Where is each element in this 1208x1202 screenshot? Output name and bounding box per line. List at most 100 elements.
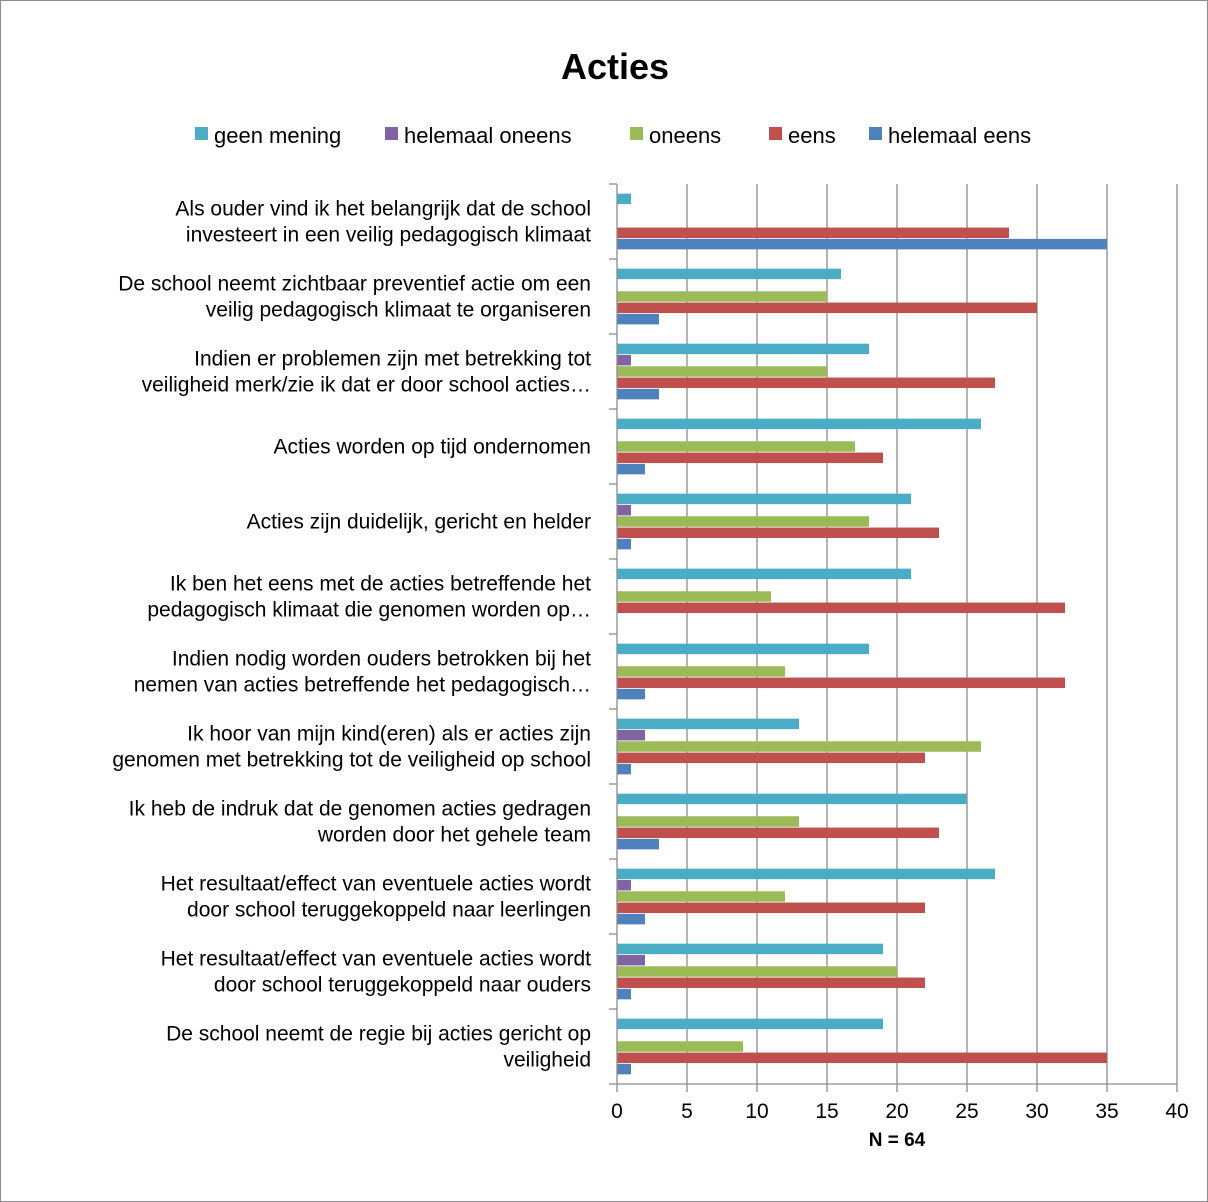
bar-10-1 [617, 954, 645, 966]
bar-2-0 [617, 343, 869, 355]
bar-7-4 [617, 763, 631, 775]
category-label-0-1: investeert in een veilig pedagogisch kli… [186, 224, 591, 247]
tick-labels: 0 5 10 15 20 25 30 35 40 [611, 1100, 1189, 1123]
bar-10-4 [617, 988, 631, 1000]
bar-6-2 [617, 666, 785, 677]
bar-2-2 [617, 366, 827, 377]
bar-11-0 [617, 1018, 883, 1030]
x-tick-label-3: 15 [815, 1100, 838, 1123]
bar-3-0 [617, 418, 981, 430]
x-tick-label-4: 20 [885, 1100, 908, 1123]
bar-8-2 [617, 816, 799, 827]
bar-7-2 [617, 741, 981, 752]
category-label-6-0: Indien nodig worden ouders betrokken bij… [172, 648, 591, 671]
category-label-0-0: Als ouder vind ik het belangrijk dat de … [175, 198, 591, 221]
bar-10-2 [617, 966, 897, 977]
bar-4-1 [617, 504, 631, 516]
bars [617, 193, 1107, 1075]
bar-5-0 [617, 568, 911, 580]
bar-11-2 [617, 1041, 743, 1052]
category-label-9-1: door school teruggekoppeld naar leerling… [187, 899, 591, 922]
category-label-10-0: Het resultaat/effect van eventuele actie… [161, 948, 592, 971]
bar-9-3 [617, 902, 925, 914]
legend-swatch-1 [385, 127, 398, 140]
bar-9-4 [617, 913, 645, 925]
bar-6-3 [617, 677, 1065, 689]
bar-8-0 [617, 793, 967, 805]
bar-9-2 [617, 891, 785, 902]
bar-9-0 [617, 868, 995, 880]
bar-2-4 [617, 388, 659, 400]
category-label-5-0: Ik ben het eens met de acties betreffend… [170, 573, 591, 596]
category-label-10-1: door school teruggekoppeld naar ouders [214, 974, 591, 997]
category-label-2-1: veiligheid merk/zie ik dat er door schoo… [142, 374, 591, 397]
bar-9-1 [617, 879, 631, 891]
x-tick-label-0: 0 [611, 1100, 623, 1123]
category-label-6-1: nemen van acties betreffende het pedagog… [134, 674, 591, 697]
bar-0-4 [617, 238, 1107, 250]
category-label-7-1: genomen met betrekking tot de veiligheid… [112, 749, 591, 772]
category-label-8-1: worden door het gehele team [317, 824, 591, 847]
axes [609, 183, 1178, 1092]
bar-2-3 [617, 377, 995, 389]
legend-swatch-3 [769, 127, 782, 140]
x-tick-label-8: 40 [1165, 1100, 1188, 1123]
bar-4-2 [617, 516, 869, 527]
bar-8-4 [617, 838, 659, 850]
category-label-11-0: De school neemt de regie bij acties geri… [166, 1023, 591, 1046]
bar-2-1 [617, 354, 631, 366]
category-label-5-1: pedagogisch klimaat die genomen worden o… [147, 599, 591, 622]
bar-10-3 [617, 977, 925, 989]
legend-label-3: eens [788, 123, 836, 148]
category-label-11-1: veiligheid [503, 1049, 591, 1072]
bar-1-3 [617, 302, 1037, 314]
legend: geen mening helemaal oneens oneens eens hele… [195, 123, 1031, 148]
x-tick-label-2: 10 [745, 1100, 768, 1123]
bar-11-4 [617, 1063, 631, 1075]
category-label-2-0: Indien er problemen zijn met betrekking … [194, 348, 591, 371]
category-label-8-0: Ik heb de indruk dat de genomen acties g… [129, 798, 591, 821]
x-tick-label-1: 5 [681, 1100, 693, 1123]
legend-swatch-4 [869, 127, 882, 140]
legend-swatch-2 [630, 127, 643, 140]
category-label-3-0: Acties worden op tijd ondernomen [273, 436, 591, 459]
category-label-4-0: Acties zijn duidelijk, gericht en helder [247, 511, 591, 534]
grid-lines [686, 184, 1178, 1084]
chart-title: Acties [561, 46, 669, 87]
category-label-9-0: Het resultaat/effect van eventuele actie… [161, 873, 592, 896]
bar-6-0 [617, 643, 869, 655]
bar-4-3 [617, 527, 939, 539]
bar-7-3 [617, 752, 925, 764]
bar-1-0 [617, 268, 841, 280]
x-tick-label-7: 35 [1095, 1100, 1118, 1123]
legend-label-2: oneens [649, 123, 721, 148]
bar-4-0 [617, 493, 911, 505]
bar-3-4 [617, 463, 645, 475]
legend-label-4: helemaal eens [888, 123, 1031, 148]
x-tick-label-6: 30 [1025, 1100, 1048, 1123]
x-tick-label-5: 25 [955, 1100, 978, 1123]
legend-label-0: geen mening [214, 123, 341, 148]
bar-7-0 [617, 718, 799, 730]
bar-1-4 [617, 313, 659, 325]
category-label-1-1: veilig pedagogisch klimaat te organisere… [206, 299, 591, 322]
category-label-7-0: Ik hoor van mijn kind(eren) als er actie… [187, 723, 591, 746]
category-labels: Als ouder vind ik het belangrijk dat de … [112, 198, 591, 1072]
bar-8-3 [617, 827, 939, 839]
legend-label-1: helemaal oneens [404, 123, 572, 148]
x-axis-label: N = 64 [869, 1130, 926, 1151]
bar-7-1 [617, 729, 645, 741]
bar-10-0 [617, 943, 883, 955]
bar-6-4 [617, 688, 645, 700]
bar-3-2 [617, 441, 855, 452]
bar-5-2 [617, 591, 771, 602]
bar-1-2 [617, 291, 827, 302]
legend-swatch-0 [195, 127, 208, 140]
bar-3-3 [617, 452, 883, 464]
bar-4-4 [617, 538, 631, 550]
bar-0-0 [617, 193, 631, 205]
bar-0-3 [617, 227, 1009, 239]
bar-5-3 [617, 602, 1065, 614]
